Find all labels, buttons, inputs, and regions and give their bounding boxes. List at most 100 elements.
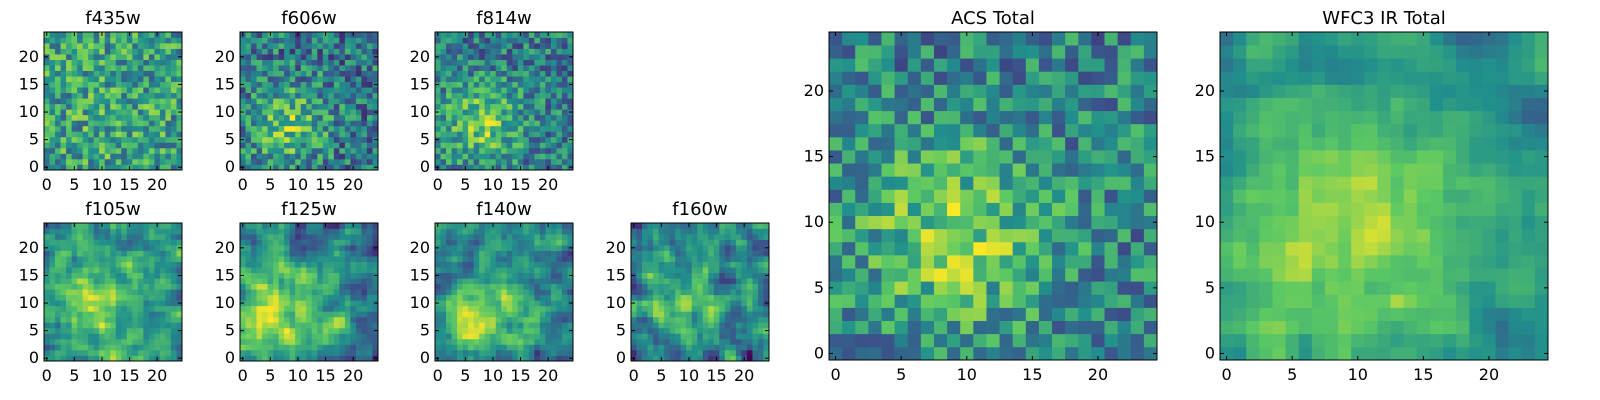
heatmap-cell [561,142,568,149]
heatmap-cell [273,289,279,296]
heatmap-cell [457,103,463,110]
heatmap-cell [842,294,856,308]
heatmap-cell [484,164,491,171]
heatmap-cell [143,37,150,44]
heatmap-cell [77,120,83,127]
heatmap-cell [66,349,72,356]
heatmap-cell [99,153,106,160]
heatmap-cell [855,255,869,269]
heatmap-cell [143,131,150,138]
heatmap-cell [440,125,447,132]
heatmap-cell [256,250,263,257]
heatmap-cell [647,272,654,279]
heatmap-cell [881,176,895,190]
heatmap-cell [143,349,150,356]
heatmap-cell [658,344,665,351]
heatmap-cell [333,300,340,307]
heatmap-cell [289,349,296,356]
heatmap-cell [49,234,56,240]
heatmap-cell [473,158,480,165]
heatmap-cell [317,300,324,307]
heatmap-cell [262,267,268,274]
heatmap-cell [355,87,362,94]
heatmap-cell [328,147,335,154]
heatmap-cell [245,327,252,334]
heatmap-cell [278,136,285,143]
heatmap-cell [256,65,263,71]
heatmap-cell [366,316,373,323]
heatmap-cell [115,338,122,345]
heatmap-cell [501,98,508,105]
heatmap-cell [176,250,183,257]
heatmap-cell [137,294,144,301]
heatmap-cell [176,120,183,127]
heatmap-cell [366,272,373,279]
heatmap-cell [251,305,257,312]
heatmap-cell [49,81,56,88]
heatmap-cell [561,136,568,143]
heatmap-cell [148,245,155,251]
heatmap-cell [82,344,89,351]
heatmap-cell [284,245,291,251]
heatmap-cell [60,32,67,38]
heatmap-cell [121,125,128,132]
heatmap-cell [642,344,648,351]
heatmap-cell [311,59,318,66]
heatmap-cell [306,289,313,296]
heatmap-cell [642,333,648,340]
heatmap-cell [556,153,563,160]
heatmap-cell [284,125,291,132]
heatmap-cell [473,294,480,301]
heatmap-cell [495,65,502,71]
heatmap-cell [691,245,698,251]
heatmap-cell [473,228,480,235]
heatmap-cell [550,48,557,55]
heatmap-cell [1052,346,1066,361]
heatmap-cell [278,239,285,246]
heatmap-cell [55,147,61,154]
heatmap-cell [317,294,324,301]
heatmap-cell [691,327,698,334]
heatmap-cell [104,272,111,279]
heatmap-cell [881,294,895,308]
heatmap-cell [121,136,128,143]
heatmap-cell [77,98,83,105]
heatmap-cell [539,92,546,99]
heatmap-cell [361,223,368,229]
heatmap-cell [295,81,302,88]
heatmap-cell [528,37,535,44]
heatmap-cell [1143,268,1158,282]
heatmap-cell [550,70,557,77]
heatmap-cell [561,81,568,88]
heatmap-cell [763,283,770,290]
heatmap-cell [93,158,100,165]
heatmap-cell [523,272,530,279]
heatmap-cell [636,278,643,285]
heatmap-cell [473,76,480,83]
heatmap-cell [256,239,263,246]
heatmap-cell [1143,215,1158,230]
heatmap-cell [550,120,557,127]
heatmap-cell [920,241,935,256]
heatmap-cell [495,322,502,329]
heatmap-cell [317,92,324,99]
heatmap-cell [680,228,687,235]
heatmap-cell [132,311,139,318]
heatmap-cell [126,76,133,83]
heatmap-cell [355,333,362,340]
heatmap-cell [741,338,748,345]
heatmap-cell [1025,333,1040,348]
heatmap-cell [44,43,50,49]
heatmap-cell [457,81,463,88]
heatmap-cell [567,349,574,356]
heatmap-cell [366,349,373,356]
heatmap-cell [457,316,463,323]
heatmap-cell [708,245,715,251]
heatmap-cell [361,333,368,340]
heatmap-cell [484,272,491,279]
heatmap-cell [550,76,557,83]
heatmap-cell [344,109,351,116]
heatmap-cell [1130,189,1145,203]
heatmap-cell [88,316,95,323]
heatmap-cell [484,114,491,121]
